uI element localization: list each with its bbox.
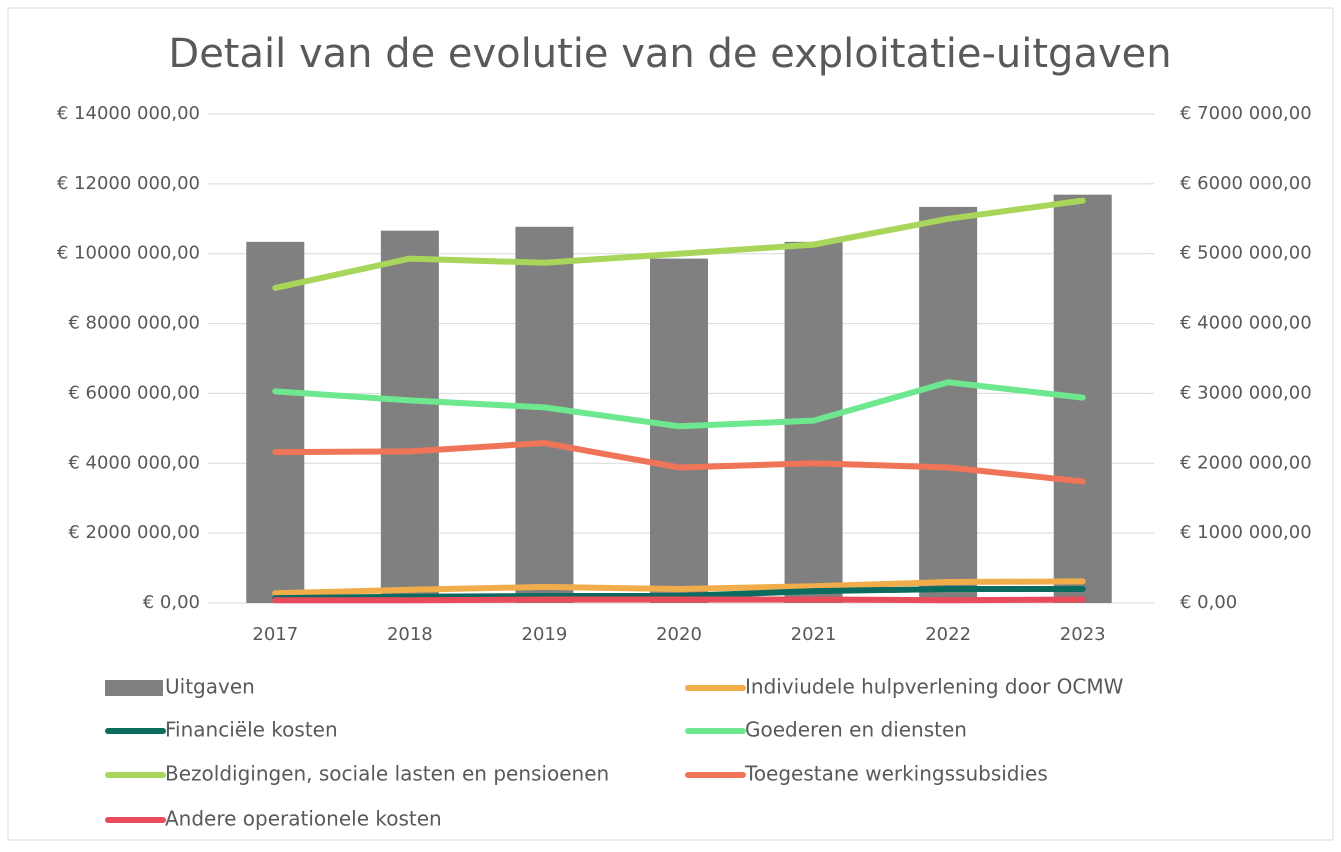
- line: [272, 578, 1086, 597]
- bar: [919, 206, 978, 603]
- chart-title: Detail van de evolutie van de exploitati…: [168, 31, 1171, 77]
- x-tick-label: 2017: [252, 624, 298, 645]
- legend-label: Indiviudele hulpverlening door OCMW: [745, 675, 1124, 699]
- y-tick-label: € 12000 000,00: [57, 173, 200, 194]
- bar: [515, 226, 574, 604]
- legend-label: Uitgaven: [165, 675, 255, 699]
- y2-tick-label: € 6000 000,00: [1180, 173, 1312, 194]
- y2-tick-label: € 1000 000,00: [1180, 522, 1312, 543]
- x-tick-label: 2020: [656, 624, 702, 645]
- legend-swatch: [105, 680, 163, 696]
- y2-tick-label: € 5000 000,00: [1180, 243, 1312, 264]
- y2-tick-label: € 7000 000,00: [1180, 103, 1312, 124]
- bar: [246, 241, 305, 604]
- legend-label: Financiële kosten: [165, 718, 338, 742]
- line: [272, 440, 1086, 485]
- line: [272, 197, 1086, 291]
- legend-label: Bezoldigingen, sociale lasten en pensioe…: [165, 762, 609, 786]
- y-tick-label: € 4000 000,00: [68, 452, 200, 473]
- y2-tick-label: € 2000 000,00: [1180, 452, 1312, 473]
- legend-label: Andere operationele kosten: [165, 807, 442, 831]
- y-tick-label: € 10000 000,00: [57, 243, 200, 264]
- y2-tick-label: € 0,00: [1180, 592, 1237, 613]
- y-tick-label: € 8000 000,00: [68, 313, 200, 334]
- line: [272, 586, 1086, 602]
- x-tick-label: 2018: [387, 624, 433, 645]
- y2-tick-label: € 4000 000,00: [1180, 313, 1312, 334]
- line: [272, 379, 1086, 430]
- y2-tick-label: € 3000 000,00: [1180, 382, 1312, 403]
- x-tick-label: 2019: [522, 624, 568, 645]
- x-tick-label: 2023: [1060, 624, 1106, 645]
- bar: [650, 258, 708, 603]
- line: [272, 596, 1086, 604]
- y-tick-label: € 6000 000,00: [68, 382, 200, 403]
- x-tick-label: 2022: [925, 624, 971, 645]
- y-tick-label: € 14000 000,00: [57, 103, 200, 124]
- x-tick-label: 2021: [791, 624, 837, 645]
- legend-label: Toegestane werkingssubsidies: [744, 762, 1048, 786]
- y-tick-label: € 0,00: [143, 592, 200, 613]
- bar: [380, 230, 439, 603]
- legend-label: Goederen en diensten: [745, 718, 967, 742]
- y-tick-label: € 2000 000,00: [68, 522, 200, 543]
